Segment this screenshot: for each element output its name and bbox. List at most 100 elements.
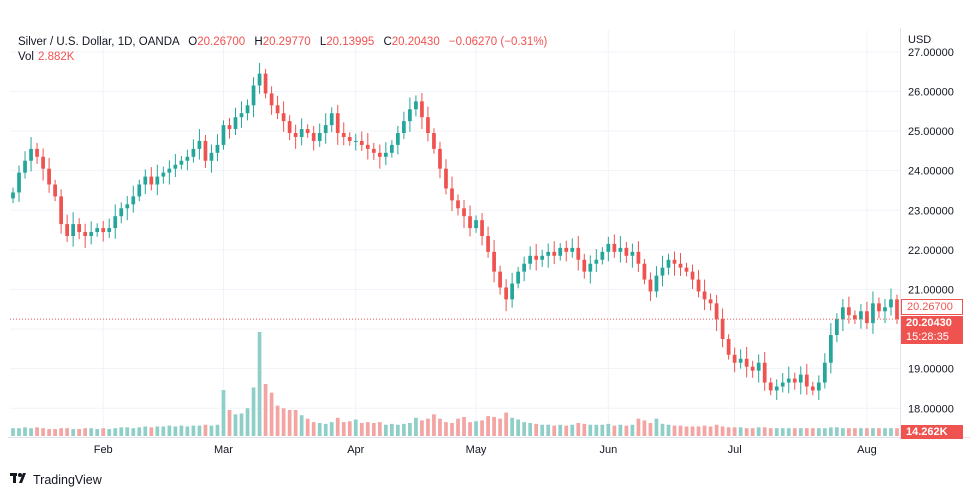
branding[interactable]: TradingView	[10, 472, 102, 487]
volume-bar	[702, 425, 707, 436]
candle-body	[269, 93, 274, 106]
volume-bar	[498, 418, 502, 436]
candle-body	[570, 247, 575, 252]
candle-body	[600, 251, 605, 260]
candle-body	[281, 113, 286, 122]
candle-body	[113, 216, 118, 229]
candle-body	[11, 192, 15, 199]
volume-bar	[474, 421, 478, 436]
candle-body	[468, 216, 472, 229]
volume-bar	[528, 423, 533, 436]
candle-body	[119, 208, 124, 217]
candle-body	[738, 358, 743, 363]
candle-body	[804, 374, 809, 387]
volume-bar	[329, 422, 334, 436]
volume-bar	[853, 428, 857, 436]
candle-body	[492, 251, 496, 272]
candle-body	[53, 184, 57, 197]
candle-body	[822, 362, 827, 383]
volume-label[interactable]: Vol	[18, 51, 34, 63]
candle-body	[89, 232, 94, 236]
candle-body	[678, 263, 683, 268]
candle-body	[35, 148, 39, 157]
candle-body	[498, 271, 502, 288]
volume-bar	[239, 413, 244, 436]
low-label: L	[319, 36, 327, 48]
volume-bar	[402, 423, 406, 436]
axes: 18.0000019.0000020.0000021.0000022.00000…	[8, 28, 970, 456]
volume-bar	[341, 422, 346, 436]
candle-body	[486, 236, 490, 252]
volume-bar	[744, 428, 749, 436]
volume-bar	[630, 424, 635, 436]
volume-bar	[762, 427, 767, 436]
candle-body	[263, 73, 268, 94]
candle-body	[871, 303, 875, 324]
candle-body	[215, 144, 220, 153]
x-tick-label: Apr	[347, 444, 364, 456]
volume-bar	[889, 428, 893, 436]
candle-body	[612, 243, 617, 252]
volume-bar	[371, 423, 376, 436]
candle-body	[383, 152, 388, 157]
currency-label[interactable]: USD	[908, 34, 932, 46]
volume-bar	[552, 425, 557, 436]
candle-body	[816, 382, 821, 391]
candle-body	[810, 386, 815, 391]
volume-bar	[732, 427, 737, 436]
open-value: 20.26700	[197, 36, 246, 48]
volume-bar	[828, 427, 833, 436]
candle-body	[702, 291, 707, 300]
candle-body	[275, 105, 280, 114]
volume-bar	[23, 427, 27, 436]
candle-body	[828, 335, 833, 363]
volume-bar	[311, 422, 316, 436]
candlesticks	[11, 62, 899, 400]
candle-body	[59, 196, 63, 225]
candle-body	[377, 152, 382, 157]
volume-bar	[516, 419, 521, 436]
candle-body	[786, 378, 791, 383]
candle-body	[588, 263, 593, 272]
candle-body	[77, 224, 82, 233]
volume-bar	[606, 423, 611, 436]
y-tick-label: 19.00000	[908, 364, 954, 376]
volume-bar	[137, 427, 142, 436]
candle-body	[540, 255, 545, 260]
volume-bar	[426, 418, 430, 436]
candle-body	[552, 251, 557, 256]
volume-bar	[522, 422, 527, 436]
candle-body	[251, 85, 256, 106]
candle-body	[720, 319, 725, 339]
volume-bar	[131, 428, 136, 436]
volume-bar	[11, 428, 15, 436]
candle-body	[594, 259, 599, 264]
volume-bar	[462, 416, 466, 436]
symbol-title[interactable]: Silver / U.S. Dollar, 1D, OANDA	[18, 36, 180, 48]
volume-bar	[299, 415, 304, 436]
candle-body	[582, 259, 587, 272]
candle-body	[203, 140, 208, 161]
volume-bar	[179, 425, 184, 436]
candle-body	[335, 113, 340, 134]
candle-body	[191, 148, 196, 157]
volume-bar	[780, 428, 785, 436]
volume-bar	[414, 417, 418, 436]
candle-body	[841, 307, 845, 320]
candle-body	[389, 144, 394, 153]
volume-bar	[582, 423, 587, 436]
candle-body	[732, 354, 737, 363]
candle-body	[883, 307, 887, 312]
candle-body	[546, 251, 551, 256]
volume-bar	[804, 428, 809, 436]
candle-body	[329, 113, 334, 126]
volume-bar	[113, 428, 118, 436]
candle-body	[877, 303, 881, 312]
volume-bar	[287, 410, 292, 436]
volume-bar	[377, 422, 382, 436]
candle-body	[179, 160, 184, 165]
candle-body	[606, 243, 611, 252]
volume-bar	[756, 427, 761, 436]
candle-body	[630, 251, 635, 256]
